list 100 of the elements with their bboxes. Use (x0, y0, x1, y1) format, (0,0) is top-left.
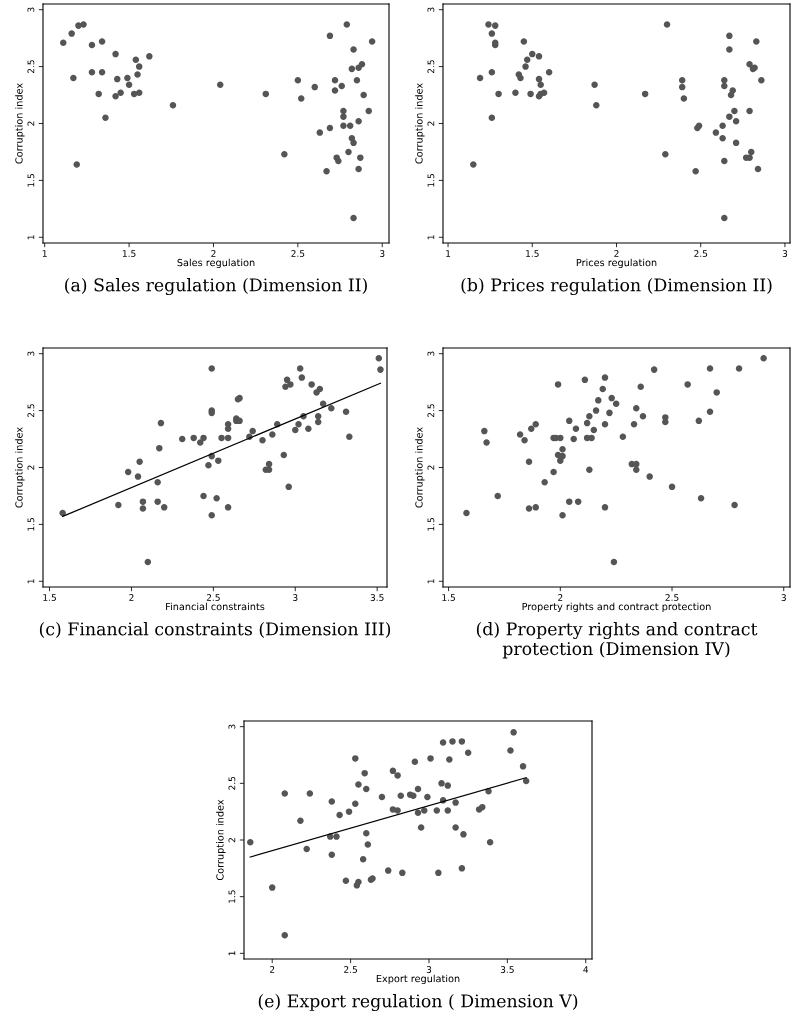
x-tick-label: 3 (782, 250, 788, 257)
x-tick-label: 3.5 (370, 594, 384, 601)
point (311, 83, 318, 91)
point (355, 165, 362, 173)
point (326, 32, 334, 40)
text: (c) Financial constraints (Dimension III) (39, 622, 391, 638)
y-tick-label: 2.5 (427, 60, 435, 74)
x-tick-label: 1.5 (43, 594, 56, 601)
y-tick-label: 2 (228, 838, 236, 843)
point (335, 157, 342, 165)
point (355, 117, 362, 125)
y-tick-label: 1.5 (27, 518, 35, 531)
point (88, 69, 96, 76)
x-tick-label: 2 (558, 594, 563, 601)
point (262, 90, 270, 98)
point (117, 89, 124, 97)
point (73, 161, 81, 168)
point (125, 81, 133, 89)
y-tick-label: 2.5 (228, 776, 236, 790)
point (124, 74, 131, 82)
point (365, 107, 372, 115)
point (88, 41, 96, 49)
y-tick-label: 3 (427, 7, 435, 12)
point (60, 39, 67, 46)
y-axis-title: Corruption index (216, 799, 226, 881)
x-tick-label: 2.5 (665, 594, 679, 601)
text: (d) Property rights and contract protection (Dimension IV) (476, 622, 758, 659)
point (350, 46, 357, 53)
point (331, 77, 339, 84)
x-axis-title: Sales regulation (177, 258, 255, 269)
point (297, 95, 305, 102)
y-axis-title: Corruption index (415, 427, 425, 508)
x-tick-label: 4 (583, 966, 589, 973)
x-tick-label: 3.5 (500, 966, 514, 973)
x-tick-label: 2 (211, 250, 216, 257)
point (331, 87, 339, 94)
point (294, 77, 302, 84)
x-tick-label: 1 (42, 250, 47, 257)
point (360, 91, 367, 99)
point (340, 113, 347, 120)
point (135, 63, 143, 70)
y-tick-label: 1 (228, 951, 236, 956)
point (114, 75, 121, 83)
point (70, 74, 77, 82)
y-tick-label: 1.5 (427, 174, 435, 187)
y-tick-label: 1.5 (27, 174, 35, 187)
x-tick-label: 2.5 (206, 594, 220, 601)
point (357, 154, 364, 161)
point (323, 168, 330, 175)
y-tick-label: 1.5 (427, 518, 435, 531)
x-axis-title: Property rights and contract protection (522, 602, 711, 613)
point (316, 129, 324, 136)
point (343, 21, 351, 28)
y-tick-label: 3 (427, 351, 435, 356)
y-tick-label: 2.5 (427, 404, 435, 418)
y-tick-label: 1 (427, 235, 435, 240)
y-tick-label: 1 (27, 579, 35, 584)
point (353, 77, 361, 84)
x-tick-label: 3 (293, 594, 298, 601)
x-tick-label: 3 (380, 250, 385, 257)
point (102, 114, 109, 122)
y-tick-label: 2 (427, 121, 435, 126)
y-axis-title: Corruption index (15, 83, 25, 164)
point (68, 30, 75, 37)
point (135, 89, 143, 97)
text: (a) Sales regulation (Dimension II) (65, 278, 367, 296)
point (112, 50, 119, 58)
x-tick-label: 2 (129, 594, 134, 601)
point (340, 107, 347, 115)
point (326, 124, 334, 132)
x-tick-label: 2 (270, 966, 275, 973)
point (281, 150, 288, 158)
x-tick-label: 1.5 (526, 250, 539, 257)
y-tick-label: 3 (27, 7, 35, 12)
x-tick-label: 1.5 (122, 250, 136, 257)
x-tick-label: 2.5 (694, 250, 708, 257)
point (358, 61, 366, 68)
point (146, 53, 153, 60)
x-tick-label: 3 (781, 594, 786, 601)
text: (b) Prices regulation (Dimension II) (461, 278, 772, 296)
x-axis-title: Export regulation (376, 974, 460, 985)
point (350, 214, 357, 222)
point (169, 102, 177, 109)
point (132, 56, 140, 64)
point (134, 71, 141, 78)
y-tick-label: 1 (427, 579, 435, 584)
point (80, 21, 87, 28)
point (368, 38, 376, 45)
point (98, 38, 106, 45)
y-tick-label: 2 (427, 465, 435, 470)
y-tick-label: 1 (27, 235, 35, 240)
point (95, 90, 102, 98)
y-tick-label: 2.5 (27, 60, 35, 74)
point (216, 81, 224, 89)
y-tick-label: 2 (27, 121, 35, 126)
point (112, 92, 119, 100)
x-tick-label: 1 (446, 250, 451, 257)
point (348, 65, 356, 73)
x-tick-label: 2 (614, 250, 619, 257)
y-tick-label: 3 (27, 351, 35, 356)
